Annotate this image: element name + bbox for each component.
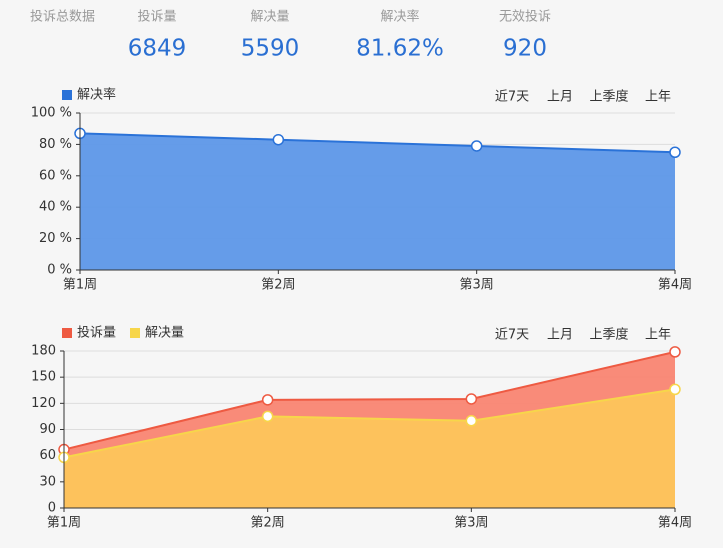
period-tab[interactable]: 近7天	[495, 328, 529, 343]
x-tick-label: 第3周	[460, 278, 494, 293]
area-fill	[80, 133, 675, 270]
legend-swatch	[62, 90, 72, 100]
y-tick-label: 60 %	[39, 168, 72, 183]
stat-value: 81.62%	[356, 36, 444, 62]
period-tab[interactable]: 近7天	[495, 90, 529, 105]
period-tab[interactable]: 上年	[645, 90, 671, 105]
period-tab[interactable]: 上季度	[589, 327, 628, 343]
period-tab[interactable]: 上月	[547, 328, 573, 343]
legend-label: 解决量	[145, 326, 184, 341]
x-tick-label: 第4周	[658, 278, 692, 293]
legend-label: 投诉量	[77, 325, 116, 341]
point	[261, 394, 274, 406]
x-tick-label: 第2周	[251, 516, 285, 531]
period-tab[interactable]: 上年	[645, 328, 671, 343]
x-tick-label: 第3周	[454, 516, 488, 531]
stat-value: 5590	[241, 36, 300, 62]
legend-label: 解决率	[77, 87, 116, 103]
point	[669, 383, 681, 396]
point	[465, 393, 478, 405]
period-tab[interactable]: 上月	[547, 90, 573, 105]
stat-value: 920	[503, 36, 547, 62]
y-tick-label: 0	[48, 501, 56, 516]
y-tick-label: 150	[31, 370, 56, 385]
area-fill	[64, 389, 675, 508]
x-tick-label: 第1周	[63, 278, 97, 293]
point	[272, 133, 285, 146]
y-tick-label: 0 %	[47, 263, 72, 278]
y-tick-label: 30	[39, 474, 56, 489]
period-tab[interactable]: 上季度	[589, 89, 628, 105]
stat-label: 解决率	[380, 9, 419, 25]
y-tick-label: 100 %	[31, 106, 72, 121]
line	[63, 388, 676, 459]
y-tick-label: 60	[39, 448, 56, 463]
line	[63, 350, 676, 451]
point	[261, 410, 274, 423]
y-tick-label: 120	[31, 396, 56, 411]
x-tick-label: 第2周	[261, 278, 295, 293]
stat-label: 解决量	[250, 10, 289, 25]
line	[79, 132, 676, 154]
y-tick-label: 40 %	[39, 200, 72, 215]
point	[470, 140, 483, 152]
point	[669, 146, 681, 158]
legend-swatch	[130, 328, 140, 338]
point	[669, 346, 681, 358]
legend-swatch	[62, 328, 72, 338]
point	[465, 415, 478, 427]
y-tick-label: 180	[31, 344, 56, 359]
stat-label: 投诉量	[137, 9, 176, 25]
stat-value: 6849	[128, 36, 187, 62]
x-tick-label: 第1周	[47, 516, 81, 531]
y-tick-label: 90	[39, 422, 56, 437]
y-tick-label: 80 %	[39, 137, 72, 152]
x-tick-label: 第4周	[658, 516, 692, 531]
y-tick-label: 20 %	[39, 231, 72, 246]
stat-label: 无效投诉	[499, 9, 551, 25]
header-title: 投诉总数据	[30, 9, 95, 25]
